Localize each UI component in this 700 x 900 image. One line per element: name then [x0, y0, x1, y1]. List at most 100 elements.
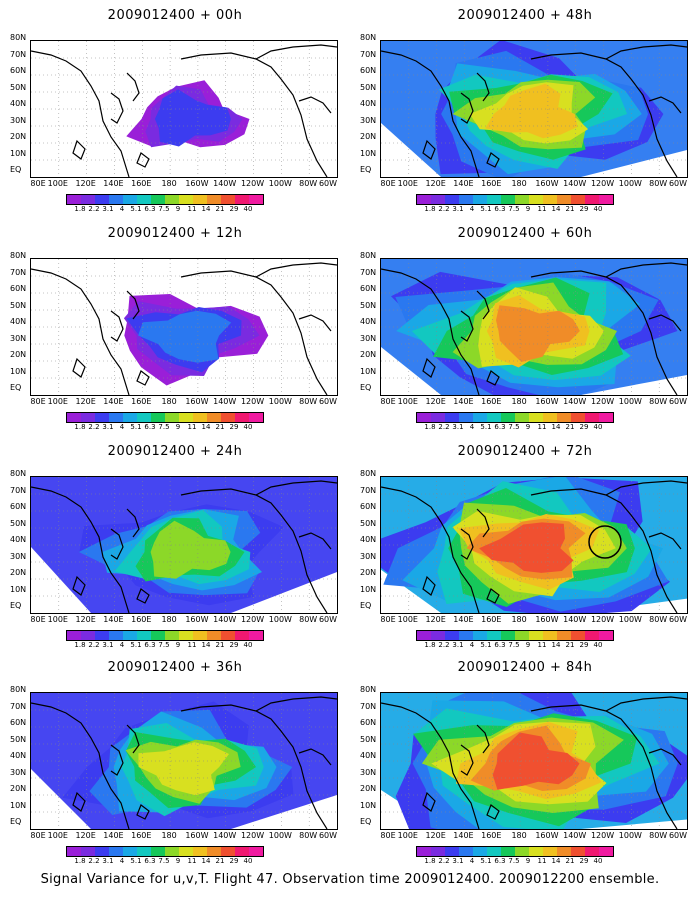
latitude-tick-label: 80N: [360, 685, 377, 694]
map-canvas: [381, 693, 687, 829]
latitude-tick-label: EQ: [360, 165, 372, 174]
colorbar-swatch: [571, 847, 585, 856]
longitude-tick-label: 140W: [213, 179, 237, 188]
colorbar-label: 21: [215, 857, 225, 865]
coastline: [476, 724, 490, 754]
colorbar-label: 2.2: [438, 857, 450, 865]
longitude-tick-label: 120E: [75, 831, 96, 840]
colorbar-swatch: [501, 195, 515, 204]
colorbar-swatch: [165, 413, 179, 422]
latitude-tick-label: 80N: [10, 685, 27, 694]
longitude-tick-label: 140W: [563, 179, 587, 188]
colorbar-swatch: [515, 195, 529, 204]
variance-map: [30, 258, 338, 396]
colorbar-label: 9: [525, 641, 531, 649]
latitude-tick-label: 10N: [10, 148, 27, 158]
colorbar-label: 14: [551, 641, 561, 649]
coastline: [422, 791, 436, 812]
colorbar-label: 2.2: [438, 641, 450, 649]
latitude-tick-label: 20N: [10, 784, 27, 793]
longitude-tick-label: 160W: [185, 179, 209, 188]
colorbar-label: 29: [579, 857, 589, 865]
latitude-tick-label: 50N: [10, 82, 27, 92]
coastline: [255, 480, 337, 496]
coastline: [136, 588, 150, 604]
colorbar-swatch: [81, 413, 95, 422]
colorbar-swatch: [81, 631, 95, 640]
colorbar-label: 29: [229, 205, 239, 213]
coastline: [476, 290, 490, 320]
coastline: [72, 575, 86, 596]
colorbar-swatch: [81, 195, 95, 204]
colorbar-swatch: [431, 195, 445, 204]
longitude-tick-label: 100E: [397, 397, 418, 406]
colorbar-label: 40: [243, 423, 253, 431]
colorbar-label: 14: [201, 641, 211, 649]
latitude-tick-label: 80N: [360, 469, 377, 478]
longitude-tick-label: 100W: [268, 397, 292, 406]
longitude-tick-label: 100W: [618, 397, 642, 406]
colorbar: [416, 846, 614, 857]
colorbar-swatch: [95, 631, 109, 640]
colorbar: [66, 846, 264, 857]
latitude-tick-label: 10N: [10, 584, 27, 594]
colorbar-swatch: [487, 631, 501, 640]
colorbar-label: 40: [593, 857, 603, 865]
colorbar-swatch: [179, 847, 193, 856]
variance-map: [380, 476, 688, 614]
colorbar-swatch: [235, 847, 249, 856]
variance-map: [30, 40, 338, 178]
colorbar-swatch: [501, 631, 515, 640]
latitude-tick-label: 70N: [10, 701, 27, 711]
coastline: [126, 724, 140, 754]
colorbar-swatch: [137, 195, 151, 204]
variance-contour: [496, 305, 580, 362]
colorbar-label: 21: [565, 205, 575, 213]
colorbar-label: 4: [119, 423, 125, 431]
latitude-tick-label: 40N: [360, 535, 377, 544]
latitude-tick-label: 60N: [10, 502, 27, 511]
latitude-tick-label: 50N: [360, 82, 377, 92]
variance-contour: [138, 310, 232, 363]
latitude-tick-label: 10N: [10, 366, 27, 376]
colorbar-swatch: [137, 631, 151, 640]
latitude-tick-label: 80N: [10, 469, 27, 478]
colorbar-label: 1.8: [424, 641, 436, 649]
colorbar-label: 1.8: [424, 423, 436, 431]
longitude-tick-label: 160W: [185, 831, 209, 840]
map-canvas: [31, 693, 337, 829]
colorbar-swatch: [501, 413, 515, 422]
coastline: [422, 357, 436, 378]
coastline: [110, 92, 124, 124]
coastline: [605, 262, 687, 278]
latitude-tick-label: EQ: [360, 601, 372, 610]
longitude-tick-label: 160E: [131, 615, 152, 624]
coastline: [476, 72, 490, 102]
colorbar-swatch: [571, 413, 585, 422]
colorbar-swatch: [557, 847, 571, 856]
coastline: [110, 310, 124, 342]
colorbar-label: 40: [243, 641, 253, 649]
longitude-tick-label: 80E: [380, 615, 396, 624]
coastline: [486, 588, 500, 604]
colorbar-swatch: [207, 195, 221, 204]
colorbar-label: 21: [565, 641, 575, 649]
colorbar-swatch: [529, 847, 543, 856]
longitude-axis: 80E 100E 120E 140E 160E 180 160W 140W 120W 100W 80…: [380, 832, 687, 842]
colorbar-label: 4: [469, 423, 475, 431]
longitude-tick-label: 180: [511, 615, 527, 624]
coastline: [298, 96, 332, 114]
panel-title: 2009012400 + 00h: [107, 8, 243, 23]
colorbar-label: 3.1: [452, 857, 464, 865]
colorbar-label: 1.8: [424, 857, 436, 865]
coastline: [530, 270, 678, 395]
latitude-tick-label: 40N: [360, 317, 377, 326]
colorbar-swatch: [221, 195, 235, 204]
colorbar-label: 6.3: [144, 641, 156, 649]
panel-title: 2009012400 + 48h: [457, 8, 593, 23]
colorbar-swatch: [445, 847, 459, 856]
colorbar-label: 29: [229, 423, 239, 431]
colorbar-label: 14: [201, 205, 211, 213]
coastline: [31, 268, 130, 395]
longitude-tick-label: 160W: [535, 615, 559, 624]
